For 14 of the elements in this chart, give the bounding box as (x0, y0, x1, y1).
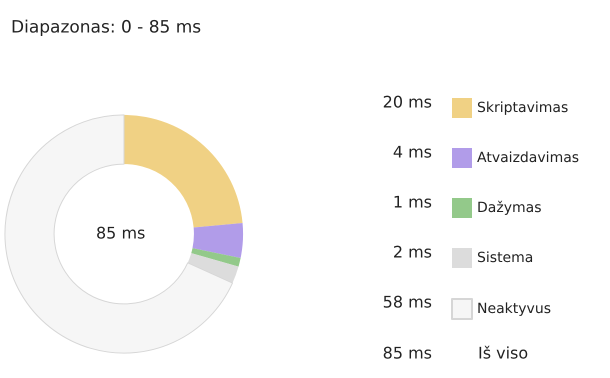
legend-label: Skriptavimas (477, 100, 568, 116)
text: Iš viso (478, 344, 528, 362)
legend-label: Dažymas (477, 200, 542, 216)
text: 85 ms (96, 224, 146, 242)
data-label: 4 ms (392, 142, 432, 162)
text: 85 ms (382, 344, 432, 362)
data-label: 20 ms (382, 92, 432, 112)
legend-label: Sistema (477, 250, 534, 266)
data-label: 1 ms (392, 192, 432, 212)
data-label: 58 ms (382, 292, 432, 312)
chart-title: Diapazonas: 0 - 85 ms (11, 18, 202, 38)
legend-label: Neaktyvus (477, 301, 551, 317)
legend-label: Atvaizdavimas (477, 150, 580, 166)
data-label: 2 ms (392, 242, 432, 262)
